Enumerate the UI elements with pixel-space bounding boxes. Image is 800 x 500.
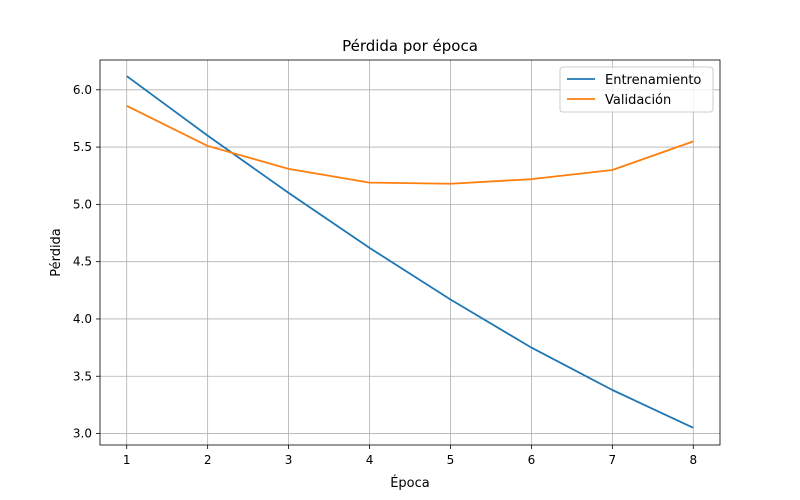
x-tick-label: 6 — [528, 453, 536, 467]
plot-frame — [99, 59, 721, 446]
ticks-layer: 1 2 3 4 5 6 7 8 3.0 3.5 4.0 4.5 5.0 5.5 6.0 — [73, 83, 697, 467]
x-tick-label: 3 — [285, 453, 293, 467]
series-layer — [126, 75, 694, 429]
y-tick-label: 3.5 — [73, 369, 92, 383]
grid-layer — [100, 60, 720, 445]
y-axis-label: Pérdida — [49, 228, 64, 277]
legend: Entrenamiento Validación — [559, 66, 714, 113]
y-tick-label: 4.0 — [73, 312, 92, 326]
legend-entry-label: Entrenamiento — [605, 73, 701, 88]
y-tick-label: 3.0 — [73, 427, 92, 441]
y-tick-label: 5.0 — [73, 197, 92, 211]
x-tick-label: 7 — [609, 453, 617, 467]
chart-title: Pérdida por época — [342, 37, 478, 55]
x-tick-label: 1 — [123, 453, 131, 467]
y-tick-label: 4.5 — [73, 255, 92, 269]
legend-box — [559, 66, 714, 113]
series-line-validacion — [126, 105, 694, 185]
x-tick-label: 8 — [689, 453, 697, 467]
x-tick-label: 5 — [447, 453, 455, 467]
x-tick-label: 2 — [204, 453, 212, 467]
legend-entry-label: Validación — [605, 93, 671, 108]
x-tick-label: 4 — [366, 453, 374, 467]
series-line-entrenamiento — [126, 75, 694, 429]
y-tick-label: 5.5 — [73, 140, 92, 154]
y-tick-label: 6.0 — [73, 83, 92, 97]
x-axis-label: Época — [390, 475, 430, 491]
